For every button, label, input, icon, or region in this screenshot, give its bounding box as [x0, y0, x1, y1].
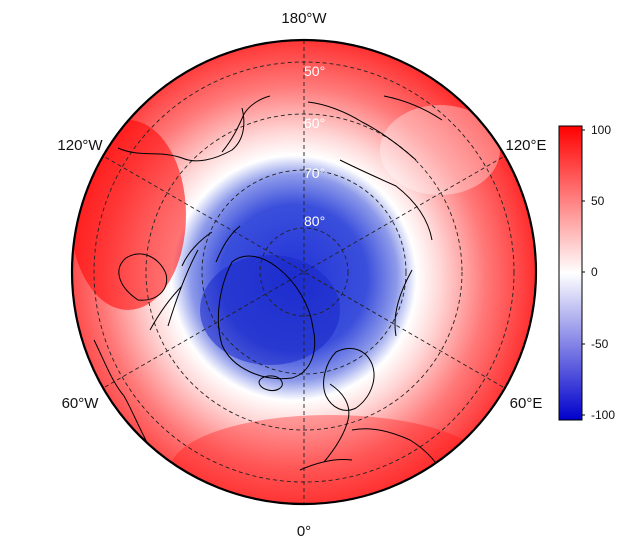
lon-label-60w: 60°W — [62, 395, 100, 412]
lon-label-180w: 180°W — [281, 10, 327, 27]
greenland-coast — [217, 255, 316, 380]
longitude-labels: 180°W 120°W 120°E 60°W 60°E 0° — [57, 10, 546, 540]
alaska-coast — [221, 95, 271, 153]
lat-label-60: 60° — [304, 115, 325, 131]
siberia-coast — [307, 95, 443, 161]
eurasia-coast — [323, 159, 433, 463]
scandinavia-coast — [323, 348, 375, 411]
canadian-archipelago-coast — [149, 225, 241, 331]
colorbar-tick-label-50: 50 — [591, 194, 605, 208]
colorbar-tick-label-100: 100 — [591, 123, 611, 137]
lon-label-60e: 60°E — [510, 395, 543, 412]
hudson-bay-coast — [118, 253, 168, 301]
lat-label-70: 70° — [304, 165, 325, 181]
graticule — [93, 40, 515, 504]
parallel-80 — [259, 227, 349, 317]
colorbar: 100 50 0 -50 -100 — [558, 123, 615, 422]
coastlines — [93, 95, 445, 479]
anomaly-field — [72, 40, 536, 504]
colorbar-tick-label-minus50: -50 — [591, 337, 609, 351]
iceland-coast — [258, 375, 283, 391]
lat-label-50: 50° — [304, 63, 325, 79]
north-america-coast — [93, 107, 245, 449]
lon-label-120e: 120°E — [505, 137, 546, 154]
lon-label-120w: 120°W — [57, 137, 103, 154]
colorbar-tick-label-minus100: -100 — [591, 408, 615, 422]
colorbar-ramp — [559, 126, 582, 420]
map-boundary — [70, 38, 538, 506]
lat-label-80: 80° — [304, 213, 325, 229]
colorbar-frame — [558, 125, 583, 421]
latitude-labels: 50° 60° 70° 80° — [304, 63, 325, 229]
colorbar-tick-label-0: 0 — [591, 265, 598, 279]
colorbar-ticks — [582, 129, 585, 416]
lon-label-0: 0° — [297, 523, 311, 540]
